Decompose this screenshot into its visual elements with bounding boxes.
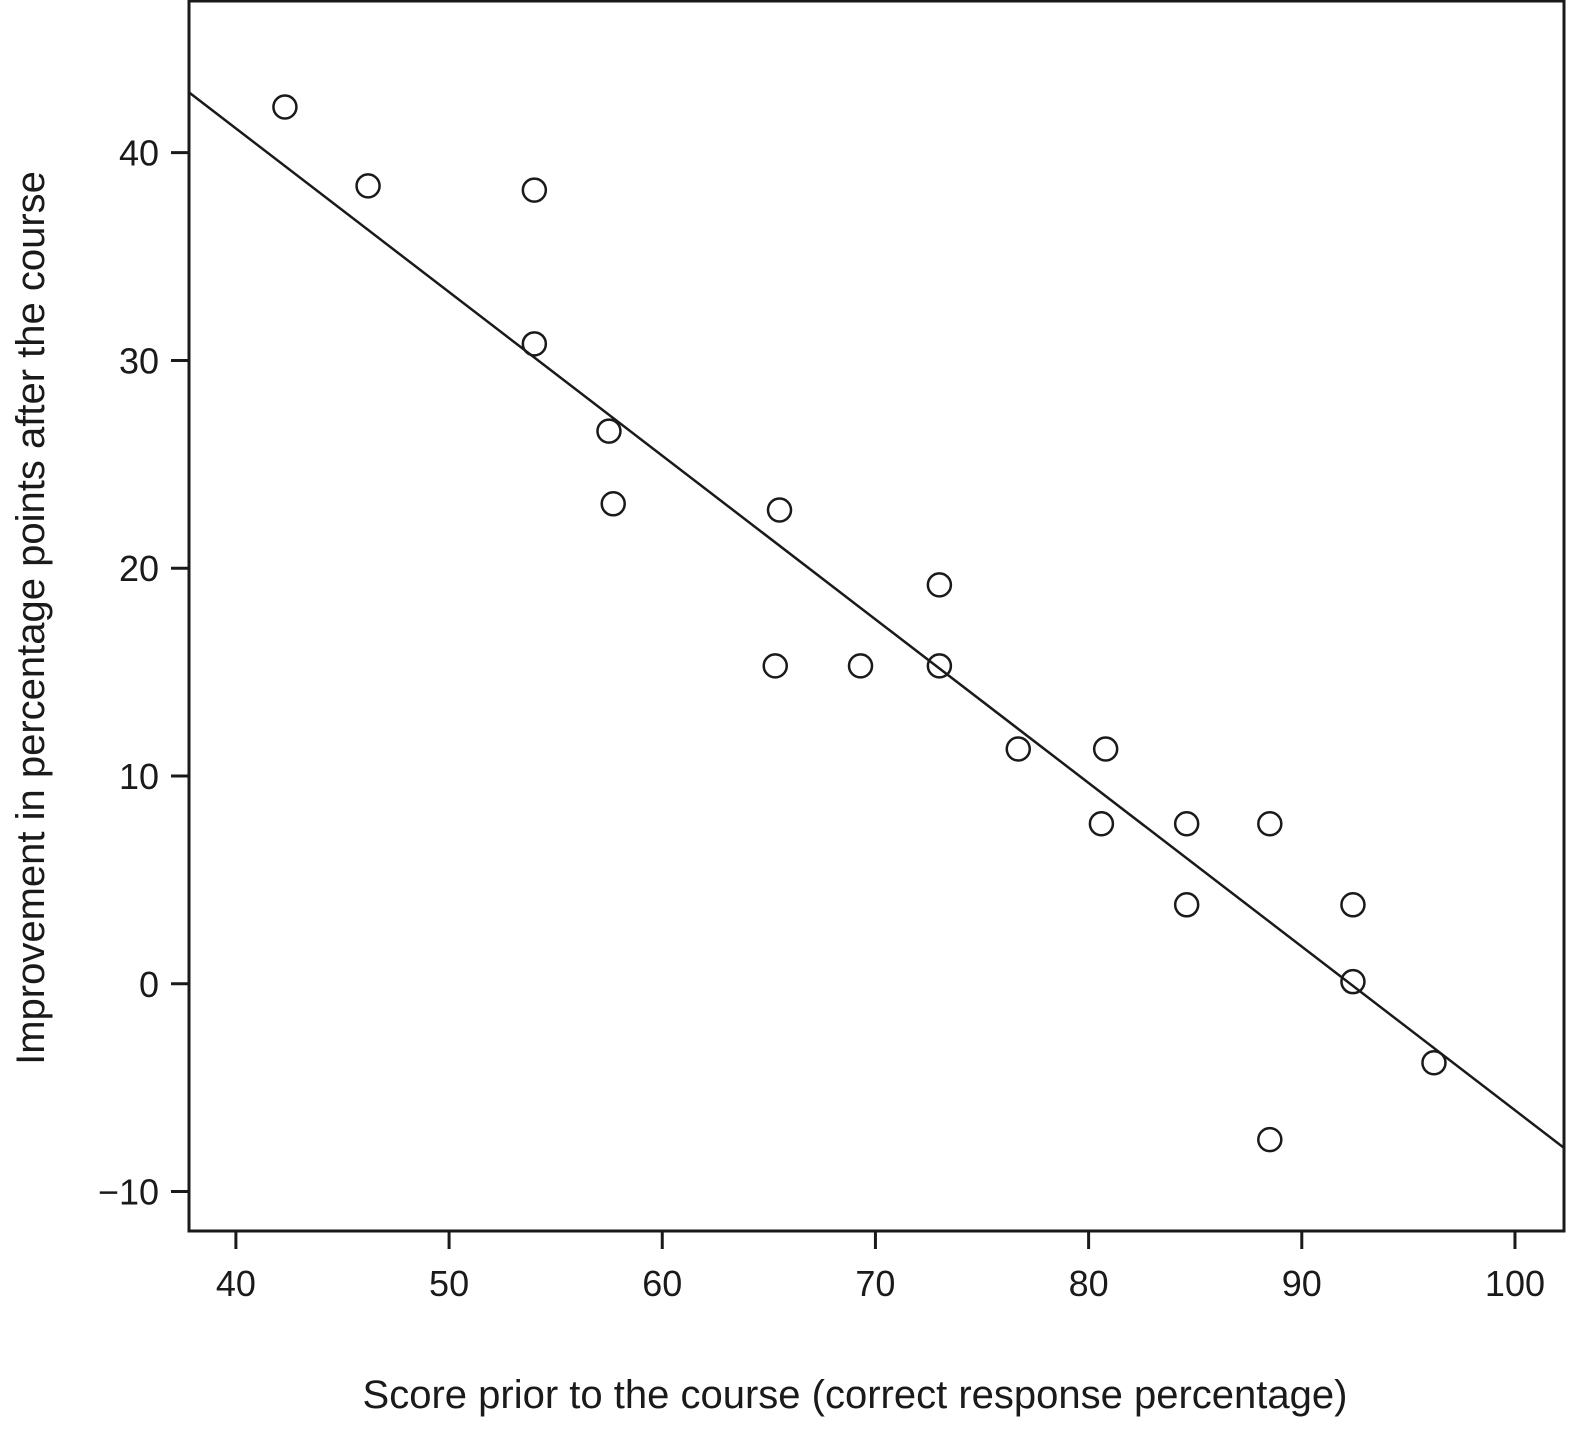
- data-point: [762, 653, 788, 679]
- data-point: [1092, 736, 1119, 762]
- x-tick-label: 80: [1069, 1263, 1109, 1304]
- data-point: [1088, 811, 1115, 837]
- regression-line-group: [188, 91, 1565, 1149]
- data-point: [521, 331, 548, 357]
- regression-line: [188, 91, 1565, 1149]
- y-tick-label: −10: [98, 1172, 159, 1213]
- data-point: [1005, 736, 1032, 762]
- data-point: [926, 653, 953, 679]
- data-point: [926, 572, 953, 598]
- data-point: [766, 497, 793, 523]
- y-axis-title: Improvement in percentage points after t…: [9, 171, 53, 1065]
- data-point: [521, 177, 548, 203]
- data-points: [272, 94, 1447, 1153]
- y-tick-label: 40: [119, 133, 159, 174]
- data-point: [1173, 892, 1200, 918]
- x-tick-label: 50: [429, 1263, 469, 1304]
- y-tick-label: 30: [119, 340, 159, 381]
- data-point: [1340, 892, 1366, 918]
- data-point: [596, 418, 622, 444]
- data-point: [1173, 811, 1200, 837]
- plot-area-frame: [187, 0, 1566, 1233]
- data-point: [600, 491, 626, 517]
- y-axis-ticks: −10 0 10 20 30 40: [98, 133, 189, 1213]
- y-tick-label: 10: [119, 756, 159, 797]
- y-tick-label: 20: [119, 548, 159, 589]
- x-tick-label: 100: [1485, 1263, 1545, 1304]
- data-point: [272, 94, 298, 120]
- data-point: [1421, 1049, 1447, 1076]
- data-point: [1340, 968, 1366, 995]
- x-axis-title: Score prior to the course (correct respo…: [363, 1373, 1348, 1417]
- x-tick-label: 60: [642, 1263, 682, 1304]
- y-tick-label: 0: [139, 964, 159, 1005]
- data-point: [847, 653, 874, 679]
- data-point: [1257, 1126, 1283, 1153]
- data-point: [355, 173, 381, 199]
- x-tick-label: 70: [855, 1263, 895, 1304]
- x-tick-label: 90: [1282, 1263, 1322, 1304]
- data-point: [1257, 811, 1283, 837]
- x-axis-ticks: 40 50 60 70 80 90 100: [216, 1231, 1545, 1304]
- x-tick-label: 40: [216, 1263, 256, 1304]
